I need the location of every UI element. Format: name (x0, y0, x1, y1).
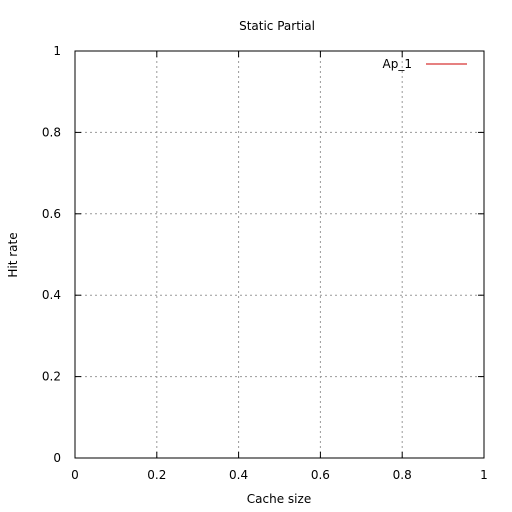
y-tick-label-5: 1 (53, 44, 61, 58)
legend: Ap_1 (383, 57, 467, 71)
y-tick-label-1: 0.2 (42, 370, 61, 384)
x-tick-label-4: 0.8 (393, 468, 412, 482)
chart-title: Static Partial (239, 19, 315, 33)
y-tick-label-4: 0.8 (42, 125, 61, 139)
y-tick-label-0: 0 (53, 451, 61, 465)
grid (75, 51, 484, 458)
x-tick-label-0: 0 (71, 468, 79, 482)
x-tick-label-2: 0.4 (229, 468, 248, 482)
y-tick-label-3: 0.6 (42, 207, 61, 221)
ticks: 0 0.2 0.4 0.6 0.8 1 0 0.2 0.4 0.6 0.8 1 (42, 44, 488, 482)
y-tick-label-2: 0.4 (42, 288, 61, 302)
x-axis-label: Cache size (247, 492, 311, 506)
legend-label-ap-1: Ap_1 (383, 57, 412, 71)
x-tick-label-5: 1 (480, 468, 488, 482)
x-tick-label-3: 0.6 (311, 468, 330, 482)
y-axis-label: Hit rate (6, 232, 20, 277)
plot-frame (74, 50, 485, 459)
x-tick-label-1: 0.2 (147, 468, 166, 482)
